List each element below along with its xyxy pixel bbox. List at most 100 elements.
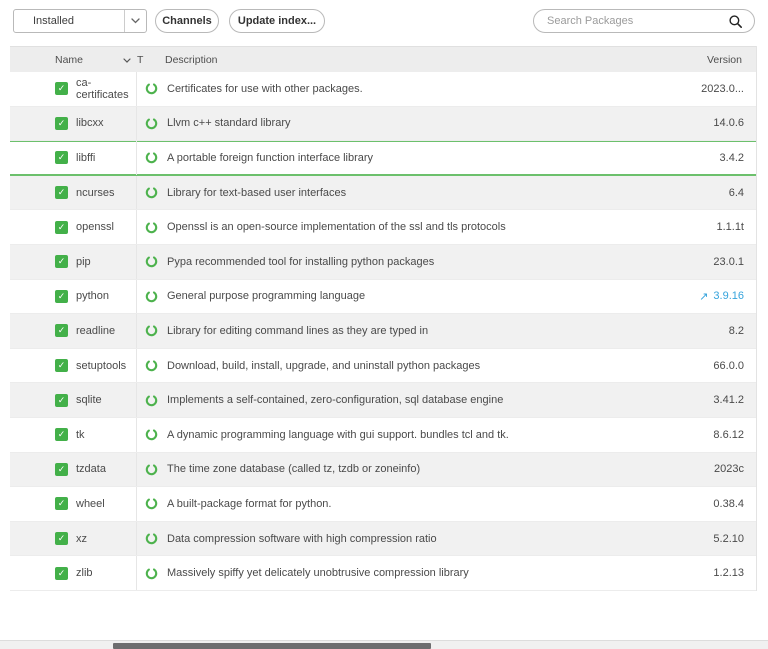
- package-version: ↗ 1.2.13: [713, 567, 744, 580]
- package-checkbox[interactable]: ✓: [55, 393, 68, 407]
- package-table: Name T Description Version ✓ ca-certific…: [10, 46, 757, 591]
- installed-ring-icon: [145, 394, 158, 407]
- package-name-cell: ✓ openssl: [10, 210, 137, 244]
- package-filter-value: Installed: [33, 15, 74, 27]
- package-description: Openssl is an open-source implementation…: [167, 221, 506, 234]
- package-name: python: [76, 290, 110, 303]
- package-name-cell: ✓ readline: [10, 314, 137, 348]
- package-row[interactable]: ✓ setuptools Download, build, install, u…: [10, 348, 756, 384]
- package-description: A portable foreign function interface li…: [167, 151, 374, 164]
- name-column-header[interactable]: Name: [10, 54, 137, 66]
- search-icon[interactable]: [728, 14, 754, 29]
- name-column-label: Name: [55, 53, 84, 66]
- package-row[interactable]: ✓ ca-certificates Certificates for use w…: [10, 72, 756, 107]
- package-name: tk: [76, 428, 85, 441]
- package-type-cell: [137, 314, 165, 348]
- package-description: Library for text-based user interfaces: [167, 186, 347, 199]
- installed-ring-icon: [145, 359, 158, 372]
- package-name: tzdata: [76, 463, 106, 476]
- package-checkbox[interactable]: ✓: [55, 532, 68, 546]
- installed-ring-icon: [145, 186, 158, 199]
- installed-ring-icon: [145, 221, 158, 234]
- search-input[interactable]: [534, 15, 728, 27]
- package-description: Llvm c++ standard library: [167, 117, 291, 130]
- package-checkbox[interactable]: ✓: [55, 289, 68, 303]
- package-checkbox[interactable]: ✓: [55, 186, 68, 200]
- installed-ring-icon: [145, 82, 158, 95]
- package-type-cell: [137, 418, 165, 452]
- package-name: readline: [76, 324, 116, 337]
- package-row[interactable]: ✓ zlib Massively spiffy yet delicately u…: [10, 556, 756, 591]
- package-name: zlib: [76, 567, 93, 580]
- upgrade-arrow-icon[interactable]: ↗: [699, 290, 709, 303]
- package-checkbox[interactable]: ✓: [55, 566, 68, 580]
- package-name: pip: [76, 255, 91, 268]
- package-name: sqlite: [76, 394, 102, 407]
- package-filter-dropdown[interactable]: Installed: [13, 9, 147, 33]
- package-name-cell: ✓ tzdata: [10, 452, 137, 487]
- package-row[interactable]: ✓ python General purpose programming lan…: [10, 279, 756, 315]
- update-index-button[interactable]: Update index...: [229, 9, 325, 33]
- type-column-header[interactable]: T: [137, 53, 144, 66]
- installed-ring-icon: [145, 324, 158, 337]
- package-row[interactable]: ✓ pip Pypa recommended tool for installi…: [10, 244, 756, 280]
- package-table-body: ✓ ca-certificates Certificates for use w…: [10, 72, 756, 591]
- package-type-cell: [137, 280, 165, 314]
- search-box: [533, 9, 755, 33]
- package-name-cell: ✓ xz: [10, 521, 137, 556]
- package-checkbox[interactable]: ✓: [55, 220, 68, 234]
- package-row[interactable]: ✓ libcxx Llvm c++ standard library ↗ 14.…: [10, 106, 756, 142]
- package-row[interactable]: ✓ readline Library for editing command l…: [10, 314, 756, 349]
- package-name-cell: ✓ wheel: [10, 487, 137, 521]
- package-name-cell: ✓ sqlite: [10, 383, 137, 417]
- channels-button[interactable]: Channels: [155, 9, 219, 33]
- package-name-cell: ✓ zlib: [10, 556, 137, 590]
- package-checkbox[interactable]: ✓: [55, 116, 68, 130]
- package-row[interactable]: ✓ ncurses Library for text-based user in…: [10, 175, 756, 211]
- package-type-cell: [137, 453, 165, 487]
- package-row[interactable]: ✓ xz Data compression software with high…: [10, 521, 756, 557]
- package-type-cell: [137, 141, 165, 175]
- package-row[interactable]: ✓ tzdata The time zone database (called …: [10, 452, 756, 488]
- package-description: General purpose programming language: [167, 290, 366, 303]
- package-description: Library for editing command lines as the…: [167, 324, 429, 337]
- package-version: ↗ 2023.0...: [701, 82, 744, 95]
- package-checkbox[interactable]: ✓: [55, 324, 68, 338]
- package-checkbox[interactable]: ✓: [55, 428, 68, 442]
- package-version: ↗ 1.1.1t: [716, 221, 744, 234]
- package-version: ↗ 14.0.6: [713, 117, 744, 130]
- package-version: ↗ 23.0.1: [713, 255, 744, 268]
- package-name-cell: ✓ tk: [10, 417, 137, 452]
- package-name: ca-certificates: [76, 76, 129, 101]
- installed-ring-icon: [145, 567, 158, 580]
- version-column-header[interactable]: Version: [706, 53, 742, 66]
- package-checkbox[interactable]: ✓: [55, 82, 68, 96]
- installed-ring-icon: [145, 255, 158, 268]
- package-name: xz: [76, 532, 87, 545]
- package-type-cell: [137, 556, 165, 590]
- package-row[interactable]: ✓ openssl Openssl is an open-source impl…: [10, 210, 756, 245]
- package-type-cell: [137, 107, 165, 141]
- package-version: ↗ 66.0.0: [713, 359, 744, 372]
- package-row[interactable]: ✓ libffi A portable foreign function int…: [10, 141, 756, 176]
- package-name-cell: ✓ ca-certificates: [10, 72, 137, 106]
- package-checkbox[interactable]: ✓: [55, 359, 68, 373]
- package-name: ncurses: [76, 186, 115, 199]
- package-description: The time zone database (called tz, tzdb …: [167, 463, 421, 476]
- description-column-header[interactable]: Description: [165, 53, 218, 66]
- package-type-cell: [137, 522, 165, 556]
- installed-ring-icon: [145, 151, 158, 164]
- package-table-header: Name T Description Version: [10, 46, 756, 72]
- package-description: Data compression software with high comp…: [167, 532, 437, 545]
- package-row[interactable]: ✓ sqlite Implements a self-contained, ze…: [10, 383, 756, 418]
- package-checkbox[interactable]: ✓: [55, 462, 68, 476]
- package-row[interactable]: ✓ wheel A built-package format for pytho…: [10, 487, 756, 522]
- package-name-cell: ✓ python: [10, 279, 137, 314]
- package-checkbox[interactable]: ✓: [55, 497, 68, 511]
- package-checkbox[interactable]: ✓: [55, 151, 68, 165]
- horizontal-scrollbar-thumb[interactable]: [113, 643, 431, 649]
- installed-ring-icon: [145, 497, 158, 510]
- package-checkbox[interactable]: ✓: [55, 255, 68, 269]
- package-row[interactable]: ✓ tk A dynamic programming language with…: [10, 417, 756, 453]
- package-name: libffi: [76, 151, 96, 164]
